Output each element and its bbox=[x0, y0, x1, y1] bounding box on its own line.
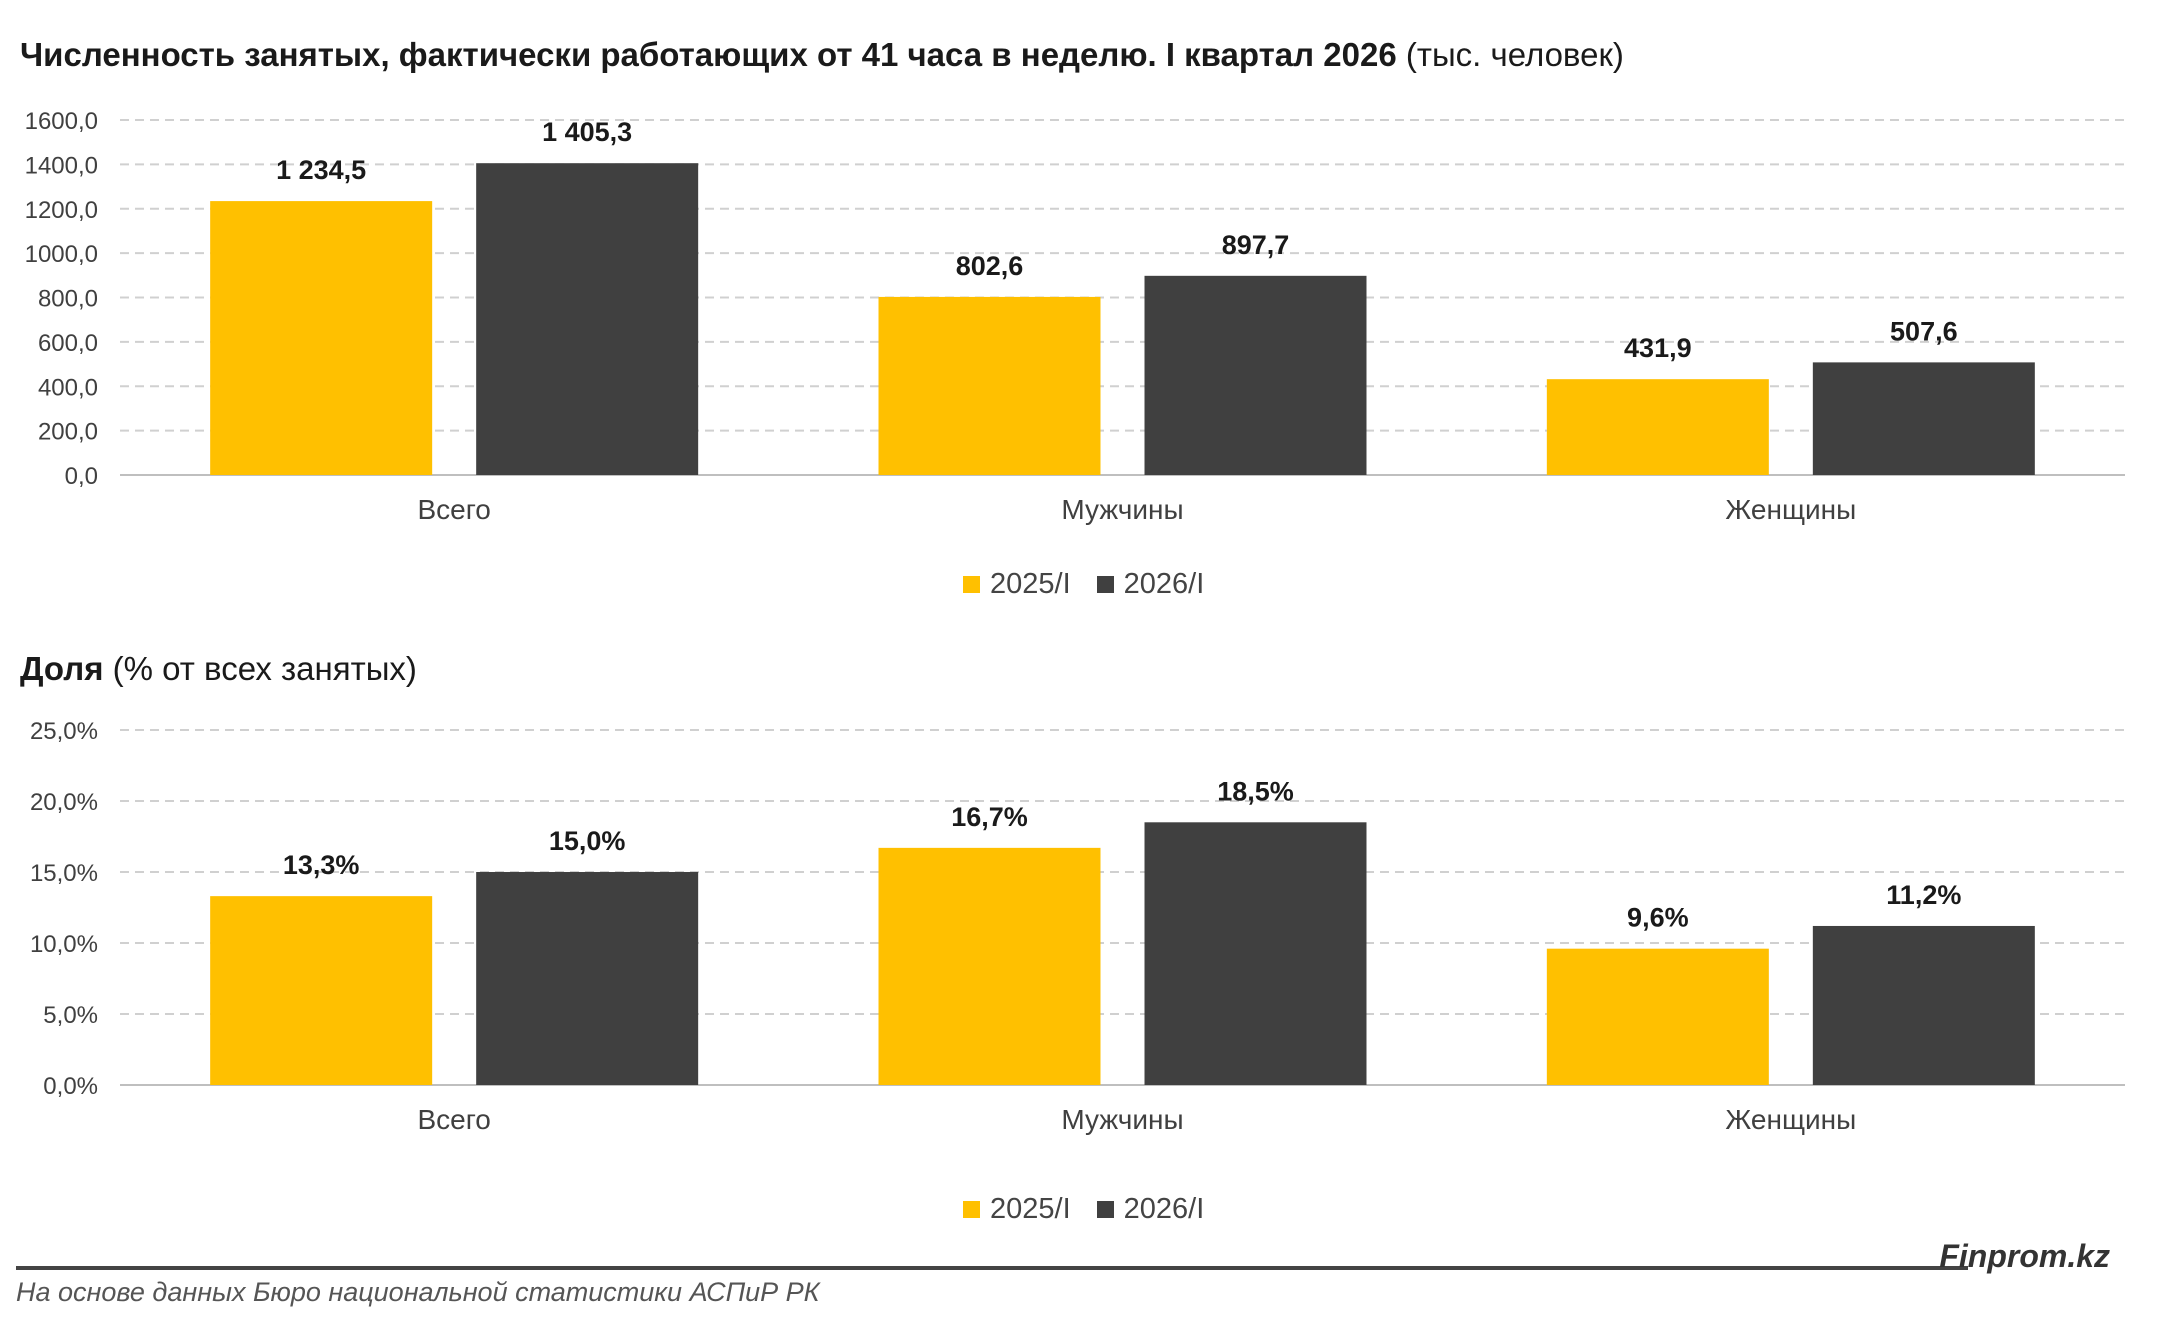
legend-label-2025: 2025/I bbox=[990, 568, 1071, 600]
bar bbox=[878, 847, 1101, 1085]
data-label: 802,6 bbox=[956, 251, 1024, 281]
footer-divider bbox=[16, 1266, 1968, 1270]
data-label: 1 405,3 bbox=[542, 117, 632, 147]
chart-title-share-main: Доля bbox=[20, 650, 104, 687]
chart-title-count: Численность занятых, фактически работающ… bbox=[20, 36, 1624, 74]
legend-item-2026: 2026/I bbox=[1096, 1193, 1205, 1226]
bar bbox=[210, 201, 433, 475]
data-label: 9,6% bbox=[1627, 903, 1689, 933]
bar bbox=[1144, 822, 1367, 1085]
y-tick-label: 1600,0 bbox=[25, 108, 98, 135]
y-tick-label: 20,0% bbox=[30, 789, 98, 816]
category-label: Мужчины bbox=[1061, 1104, 1183, 1135]
data-label: 897,7 bbox=[1222, 230, 1290, 260]
data-label: 16,7% bbox=[951, 802, 1028, 832]
legend-swatch-2025 bbox=[963, 576, 980, 593]
category-label: Мужчины bbox=[1061, 494, 1183, 525]
y-tick-label: 5,0% bbox=[43, 1002, 98, 1029]
legend-label-2025: 2025/I bbox=[990, 1193, 1071, 1225]
legend-swatch-2026 bbox=[1096, 1201, 1114, 1218]
data-label: 507,6 bbox=[1890, 316, 1958, 346]
data-label: 11,2% bbox=[1886, 880, 1961, 910]
brand-logo-text: Finprom.kz bbox=[1939, 1238, 2110, 1274]
bar bbox=[1546, 948, 1769, 1085]
legend-item-2026: 2026/I bbox=[1096, 568, 1205, 601]
category-label: Всего bbox=[417, 1104, 490, 1135]
chart-title-count-main: Численность занятых, фактически работающ… bbox=[20, 36, 1397, 73]
y-tick-label: 15,0% bbox=[30, 860, 98, 887]
data-label: 15,0% bbox=[549, 826, 626, 856]
legend-item-2025: 2025/I bbox=[963, 568, 1071, 601]
data-label: 13,3% bbox=[283, 850, 360, 880]
legend-share: 2025/I 2026/I bbox=[963, 1193, 1204, 1226]
bar bbox=[1812, 925, 2035, 1085]
y-tick-label: 1400,0 bbox=[25, 152, 98, 179]
category-label: Всего bbox=[417, 494, 490, 525]
bar bbox=[210, 896, 433, 1085]
data-label: 18,5% bbox=[1217, 776, 1294, 806]
y-tick-label: 0,0% bbox=[43, 1073, 98, 1100]
y-tick-label: 400,0 bbox=[38, 374, 98, 401]
bar bbox=[476, 163, 699, 475]
legend-item-2025: 2025/I bbox=[963, 1193, 1071, 1226]
y-tick-label: 1000,0 bbox=[25, 241, 98, 268]
chart-title-share-unit: (% от всех занятых) bbox=[103, 650, 417, 687]
bar-chart-count: 0,0 200,0 400,0 600,0 800,0 1000,0 1200,0 1400,… bbox=[25, 108, 2125, 525]
y-tick-label: 200,0 bbox=[38, 419, 98, 446]
legend-swatch-2025 bbox=[963, 1201, 980, 1218]
legend-count: 2025/I 2026/I bbox=[963, 568, 1204, 601]
bar bbox=[1812, 362, 2035, 475]
data-label: 1 234,5 bbox=[276, 155, 366, 185]
legend-swatch-2026 bbox=[1096, 576, 1114, 593]
y-tick-label: 1200,0 bbox=[25, 197, 98, 224]
y-tick-label: 0,0 bbox=[65, 463, 98, 490]
legend-label-2026: 2026/I bbox=[1123, 1193, 1205, 1225]
bar bbox=[1144, 275, 1367, 475]
category-label: Женщины bbox=[1725, 494, 1856, 525]
y-tick-label: 10,0% bbox=[30, 931, 98, 958]
legend-label-2026: 2026/I bbox=[1123, 568, 1205, 600]
category-label: Женщины bbox=[1725, 1104, 1856, 1135]
y-tick-label: 600,0 bbox=[38, 330, 98, 357]
bar bbox=[1546, 379, 1769, 475]
bar-chart-share: 0,0% 5,0% 10,0% 15,0% 20,0% 25,0% 13,3% 15,0% Вс… bbox=[30, 718, 2125, 1135]
bar bbox=[476, 872, 699, 1085]
source-note: На основе данных Бюро национальной стати… bbox=[16, 1277, 820, 1307]
bar bbox=[878, 296, 1101, 475]
y-tick-label: 25,0% bbox=[30, 718, 98, 745]
chart-title-count-unit: (тыс. человек) bbox=[1396, 36, 1624, 73]
data-label: 431,9 bbox=[1624, 333, 1692, 363]
chart-title-share: Доля (% от всех занятых) bbox=[20, 650, 417, 688]
y-tick-label: 800,0 bbox=[38, 286, 98, 313]
